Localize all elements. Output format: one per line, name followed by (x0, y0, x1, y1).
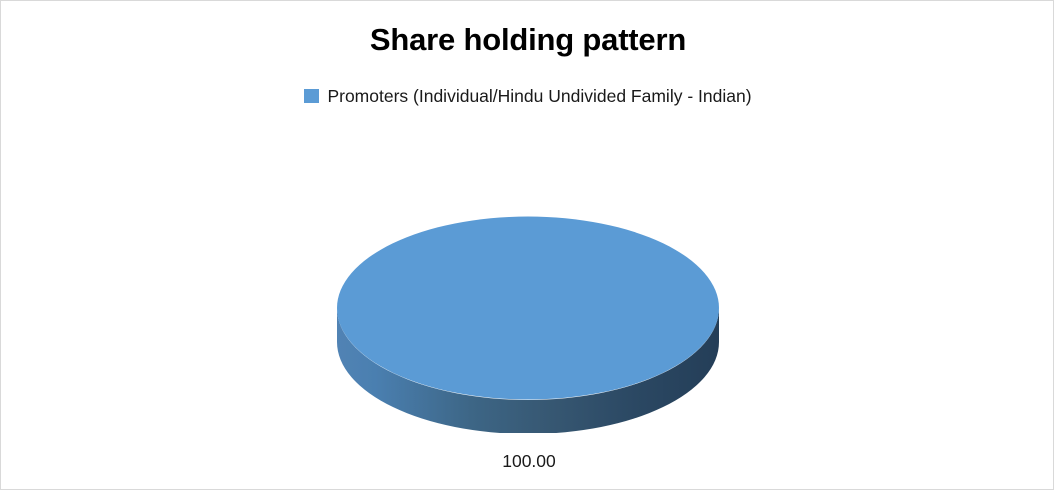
pie-top-surface (337, 217, 719, 400)
chart-legend: Promoters (Individual/Hindu Undivided Fa… (1, 86, 1054, 106)
chart-title: Share holding pattern (1, 21, 1054, 59)
pie-slice-promoters[interactable] (337, 216, 719, 433)
chart-canvas: Share holding pattern Promoters (Individ… (0, 0, 1054, 490)
legend-item-label: Promoters (Individual/Hindu Undivided Fa… (327, 86, 751, 106)
legend-item-promoters[interactable]: Promoters (Individual/Hindu Undivided Fa… (304, 86, 751, 106)
pie-data-label: 100.00 (439, 451, 619, 472)
legend-swatch-icon (304, 89, 319, 103)
pie-chart-plot-area (337, 216, 719, 433)
